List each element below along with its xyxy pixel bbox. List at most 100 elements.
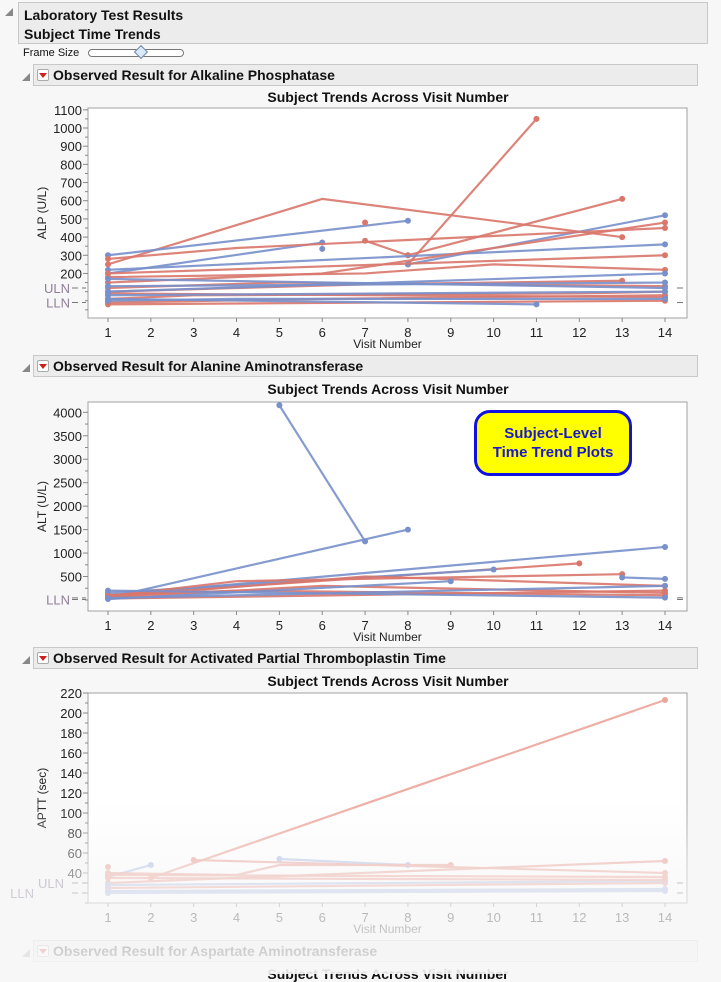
subject-point	[447, 578, 454, 585]
collapse-section-icon[interactable]	[22, 656, 30, 664]
ref-line-label: LLN	[10, 886, 34, 901]
subject-point	[105, 261, 111, 268]
subject-trend-line	[107, 528, 409, 599]
x-tick-label: 5	[276, 325, 283, 340]
subject-point	[533, 115, 540, 122]
y-axis-label: APTT (sec)	[35, 768, 49, 828]
subject-point	[105, 882, 111, 888]
y-tick-label: 80	[68, 826, 82, 841]
x-tick-label: 2	[147, 910, 154, 925]
ref-line-label: LLN	[46, 296, 70, 311]
x-tick-label: 6	[319, 910, 326, 925]
y-tick-label: 200	[60, 266, 82, 281]
subject-trend-line	[107, 290, 666, 297]
annotation-callout: Subject-Level Time Trend Plots	[474, 410, 632, 476]
y-tick-label: 3000	[53, 452, 82, 467]
subject-trend-line	[107, 297, 537, 306]
subject-point	[662, 285, 668, 291]
x-axis-label: Visit Number	[353, 337, 421, 351]
y-tick-label: 500	[60, 570, 82, 585]
collapse-report-icon[interactable]	[5, 8, 13, 16]
subject-trend-line	[407, 197, 623, 257]
x-tick-label: 13	[615, 618, 629, 633]
subject-point	[662, 219, 668, 226]
subject-trend-line	[107, 219, 409, 257]
x-tick-label: 2	[147, 325, 154, 340]
x-tick-label: 8	[404, 325, 411, 340]
section-header-alp[interactable]: Observed Result for Alkaline Phosphatase	[33, 64, 698, 86]
collapse-section-icon[interactable]	[22, 364, 30, 372]
y-tick-label: 220	[60, 686, 82, 701]
subject-point	[276, 402, 283, 409]
callout-line-1: Subject-Level	[504, 425, 602, 442]
subject-point	[147, 862, 154, 868]
x-axis-label: Visit Number	[353, 630, 421, 644]
subject-trend-line	[107, 226, 666, 261]
subject-point	[105, 596, 111, 603]
x-tick-label: 11	[530, 618, 544, 633]
x-tick-label: 9	[447, 618, 454, 633]
y-tick-label: 600	[60, 194, 82, 209]
y-tick-label: 500	[60, 212, 82, 227]
subject-point	[662, 225, 668, 231]
subject-trend-line	[107, 263, 666, 279]
red-triangle-menu-icon[interactable]	[37, 69, 49, 81]
subject-trend-line	[364, 239, 409, 257]
x-tick-label: 4	[233, 618, 240, 633]
x-tick-label: 3	[190, 325, 197, 340]
subject-trend-line	[107, 254, 666, 275]
subject-point	[105, 270, 111, 277]
subject-point	[662, 543, 668, 550]
subject-point	[276, 856, 283, 862]
y-tick-label: 100	[60, 806, 82, 821]
subject-point	[105, 587, 111, 594]
x-tick-label: 14	[658, 618, 672, 633]
subject-trend-line	[278, 404, 367, 542]
subject-trend-line	[407, 214, 666, 266]
subject-point	[662, 858, 668, 864]
x-tick-label: 1	[104, 910, 111, 925]
subject-trend-line	[107, 243, 666, 271]
subject-point	[662, 888, 668, 894]
subject-point	[662, 295, 668, 302]
x-tick-label: 13	[615, 325, 629, 340]
y-tick-label: 1100	[54, 103, 82, 118]
section-header-aptt[interactable]: Observed Result for Activated Partial Th…	[33, 647, 698, 669]
subject-point	[447, 862, 454, 868]
red-triangle-menu-icon[interactable]	[37, 652, 49, 664]
subject-point	[662, 270, 668, 277]
section-title: Observed Result for Alanine Aminotransfe…	[53, 358, 364, 374]
y-tick-label: 4000	[53, 405, 82, 420]
subject-point	[662, 575, 668, 582]
x-tick-label: 10	[486, 910, 500, 925]
y-tick-label: 800	[60, 157, 82, 172]
collapse-section-icon[interactable]	[22, 73, 30, 81]
subject-point	[105, 872, 111, 878]
x-tick-label: 5	[276, 910, 283, 925]
x-tick-label: 5	[276, 618, 283, 633]
subject-trend-line	[622, 576, 666, 580]
y-tick-label: 1500	[53, 523, 82, 538]
x-tick-label: 7	[361, 325, 368, 340]
subject-point	[662, 594, 668, 601]
subject-trend-line	[107, 580, 451, 601]
chart-title: Subject Trends Across Visit Number	[267, 89, 509, 105]
ref-line-label: ULN	[44, 281, 70, 296]
subject-point	[619, 574, 626, 581]
subject-point	[576, 560, 583, 567]
subject-point	[662, 582, 668, 589]
subject-point	[490, 566, 497, 573]
x-tick-label: 9	[447, 910, 454, 925]
subject-point	[190, 857, 197, 863]
red-triangle-menu-icon[interactable]	[37, 360, 49, 372]
subject-trend-line	[107, 277, 666, 290]
subject-point	[662, 589, 668, 596]
x-tick-label: 1	[104, 325, 111, 340]
x-tick-label: 12	[572, 910, 586, 925]
section-header-alt[interactable]: Observed Result for Alanine Aminotransfe…	[33, 355, 698, 377]
subject-point	[105, 890, 111, 896]
x-tick-label: 7	[361, 618, 368, 633]
y-tick-label: 1000	[53, 121, 82, 136]
x-tick-label: 12	[572, 325, 586, 340]
